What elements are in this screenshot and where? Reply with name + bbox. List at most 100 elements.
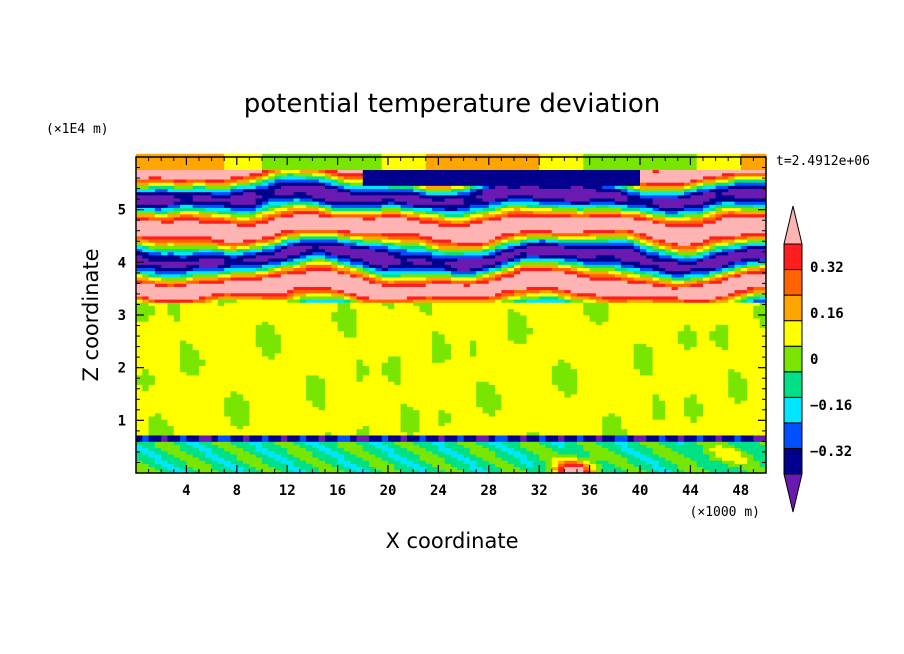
field-cell — [217, 198, 225, 202]
field-cell — [350, 175, 357, 180]
field-cell — [425, 403, 433, 408]
field-cell — [299, 365, 307, 370]
field-cell — [337, 403, 345, 408]
field-cell — [318, 343, 326, 347]
field-cell — [224, 213, 231, 218]
field-cell — [343, 337, 351, 341]
field-cell — [142, 409, 149, 414]
field-cell — [381, 302, 389, 306]
field-cell — [318, 368, 326, 373]
field-cell — [236, 375, 244, 379]
field-cell — [350, 384, 357, 389]
field-cell — [167, 210, 175, 215]
field-cell — [205, 371, 212, 376]
field-cell — [318, 400, 326, 404]
field-cell — [331, 340, 338, 344]
field-cell — [236, 166, 244, 171]
field-cell — [419, 352, 427, 357]
field-cell — [356, 166, 364, 171]
field-cell — [167, 198, 175, 202]
field-cell — [199, 340, 206, 344]
field-cell — [325, 400, 332, 404]
field-cell — [331, 239, 338, 243]
field-cell — [369, 387, 376, 392]
field-cell — [406, 210, 414, 215]
field-cell — [343, 406, 351, 411]
field-cell — [299, 273, 307, 278]
field-cell — [217, 371, 225, 376]
field-cell — [249, 419, 257, 423]
field-cell — [205, 198, 212, 202]
field-cell — [343, 201, 351, 205]
field-cell — [224, 204, 231, 208]
field-cell — [205, 346, 212, 351]
field-cell — [413, 375, 420, 379]
field-cell — [249, 232, 257, 237]
field-cell — [406, 324, 414, 329]
field-cell — [337, 245, 345, 250]
field-cell — [331, 371, 338, 376]
field-cell — [205, 419, 212, 423]
field-cell — [180, 185, 187, 189]
field-cell — [337, 258, 345, 262]
field-cell — [331, 163, 338, 167]
field-cell — [287, 223, 294, 227]
field-cell — [192, 248, 200, 253]
field-cell — [400, 346, 408, 351]
field-cell — [381, 368, 389, 373]
field-cell — [388, 457, 395, 461]
field-cell — [186, 444, 194, 449]
field-cell — [394, 198, 401, 202]
field-cell — [280, 248, 288, 253]
field-cell — [438, 346, 446, 351]
field-cell — [268, 371, 275, 376]
field-cell — [205, 454, 212, 458]
field-cell — [318, 321, 326, 325]
field-cell — [375, 280, 383, 284]
field-cell — [173, 469, 181, 474]
field-cell — [186, 460, 194, 464]
field-cell — [217, 337, 225, 341]
field-cell — [268, 450, 275, 455]
field-cell — [236, 327, 244, 332]
field-cell — [438, 157, 446, 161]
field-cell — [274, 289, 282, 294]
field-cell — [236, 384, 244, 389]
field-cell — [432, 220, 439, 224]
field-cell — [337, 457, 345, 461]
field-cell — [293, 236, 301, 240]
field-cell — [287, 198, 294, 202]
field-cell — [356, 406, 364, 411]
field-cell — [205, 447, 212, 452]
field-cell — [161, 337, 168, 341]
field-cell — [142, 270, 149, 275]
field-cell — [419, 454, 427, 458]
field-cell — [343, 450, 351, 455]
field-cell — [148, 384, 156, 389]
field-cell — [306, 435, 313, 439]
field-cell — [136, 394, 143, 398]
field-cell — [425, 447, 433, 452]
field-cell — [312, 270, 320, 275]
field-cell — [381, 251, 389, 256]
field-cell — [318, 390, 326, 395]
field-cell — [425, 400, 433, 404]
field-cell — [205, 457, 212, 461]
field-cell — [331, 359, 338, 363]
field-cell — [419, 349, 427, 354]
field-cell — [255, 198, 263, 202]
field-cell — [419, 381, 427, 385]
field-cell — [406, 428, 414, 433]
field-cell — [356, 409, 364, 414]
field-cell — [400, 273, 408, 278]
field-cell — [211, 273, 219, 278]
field-cell — [406, 223, 414, 227]
field-cell — [438, 460, 446, 464]
field-cell — [205, 188, 212, 193]
field-cell — [444, 349, 452, 354]
field-cell — [268, 254, 275, 259]
field-cell — [268, 330, 275, 335]
field-cell — [350, 254, 357, 259]
field-cell — [274, 425, 282, 430]
field-cell — [381, 169, 389, 174]
